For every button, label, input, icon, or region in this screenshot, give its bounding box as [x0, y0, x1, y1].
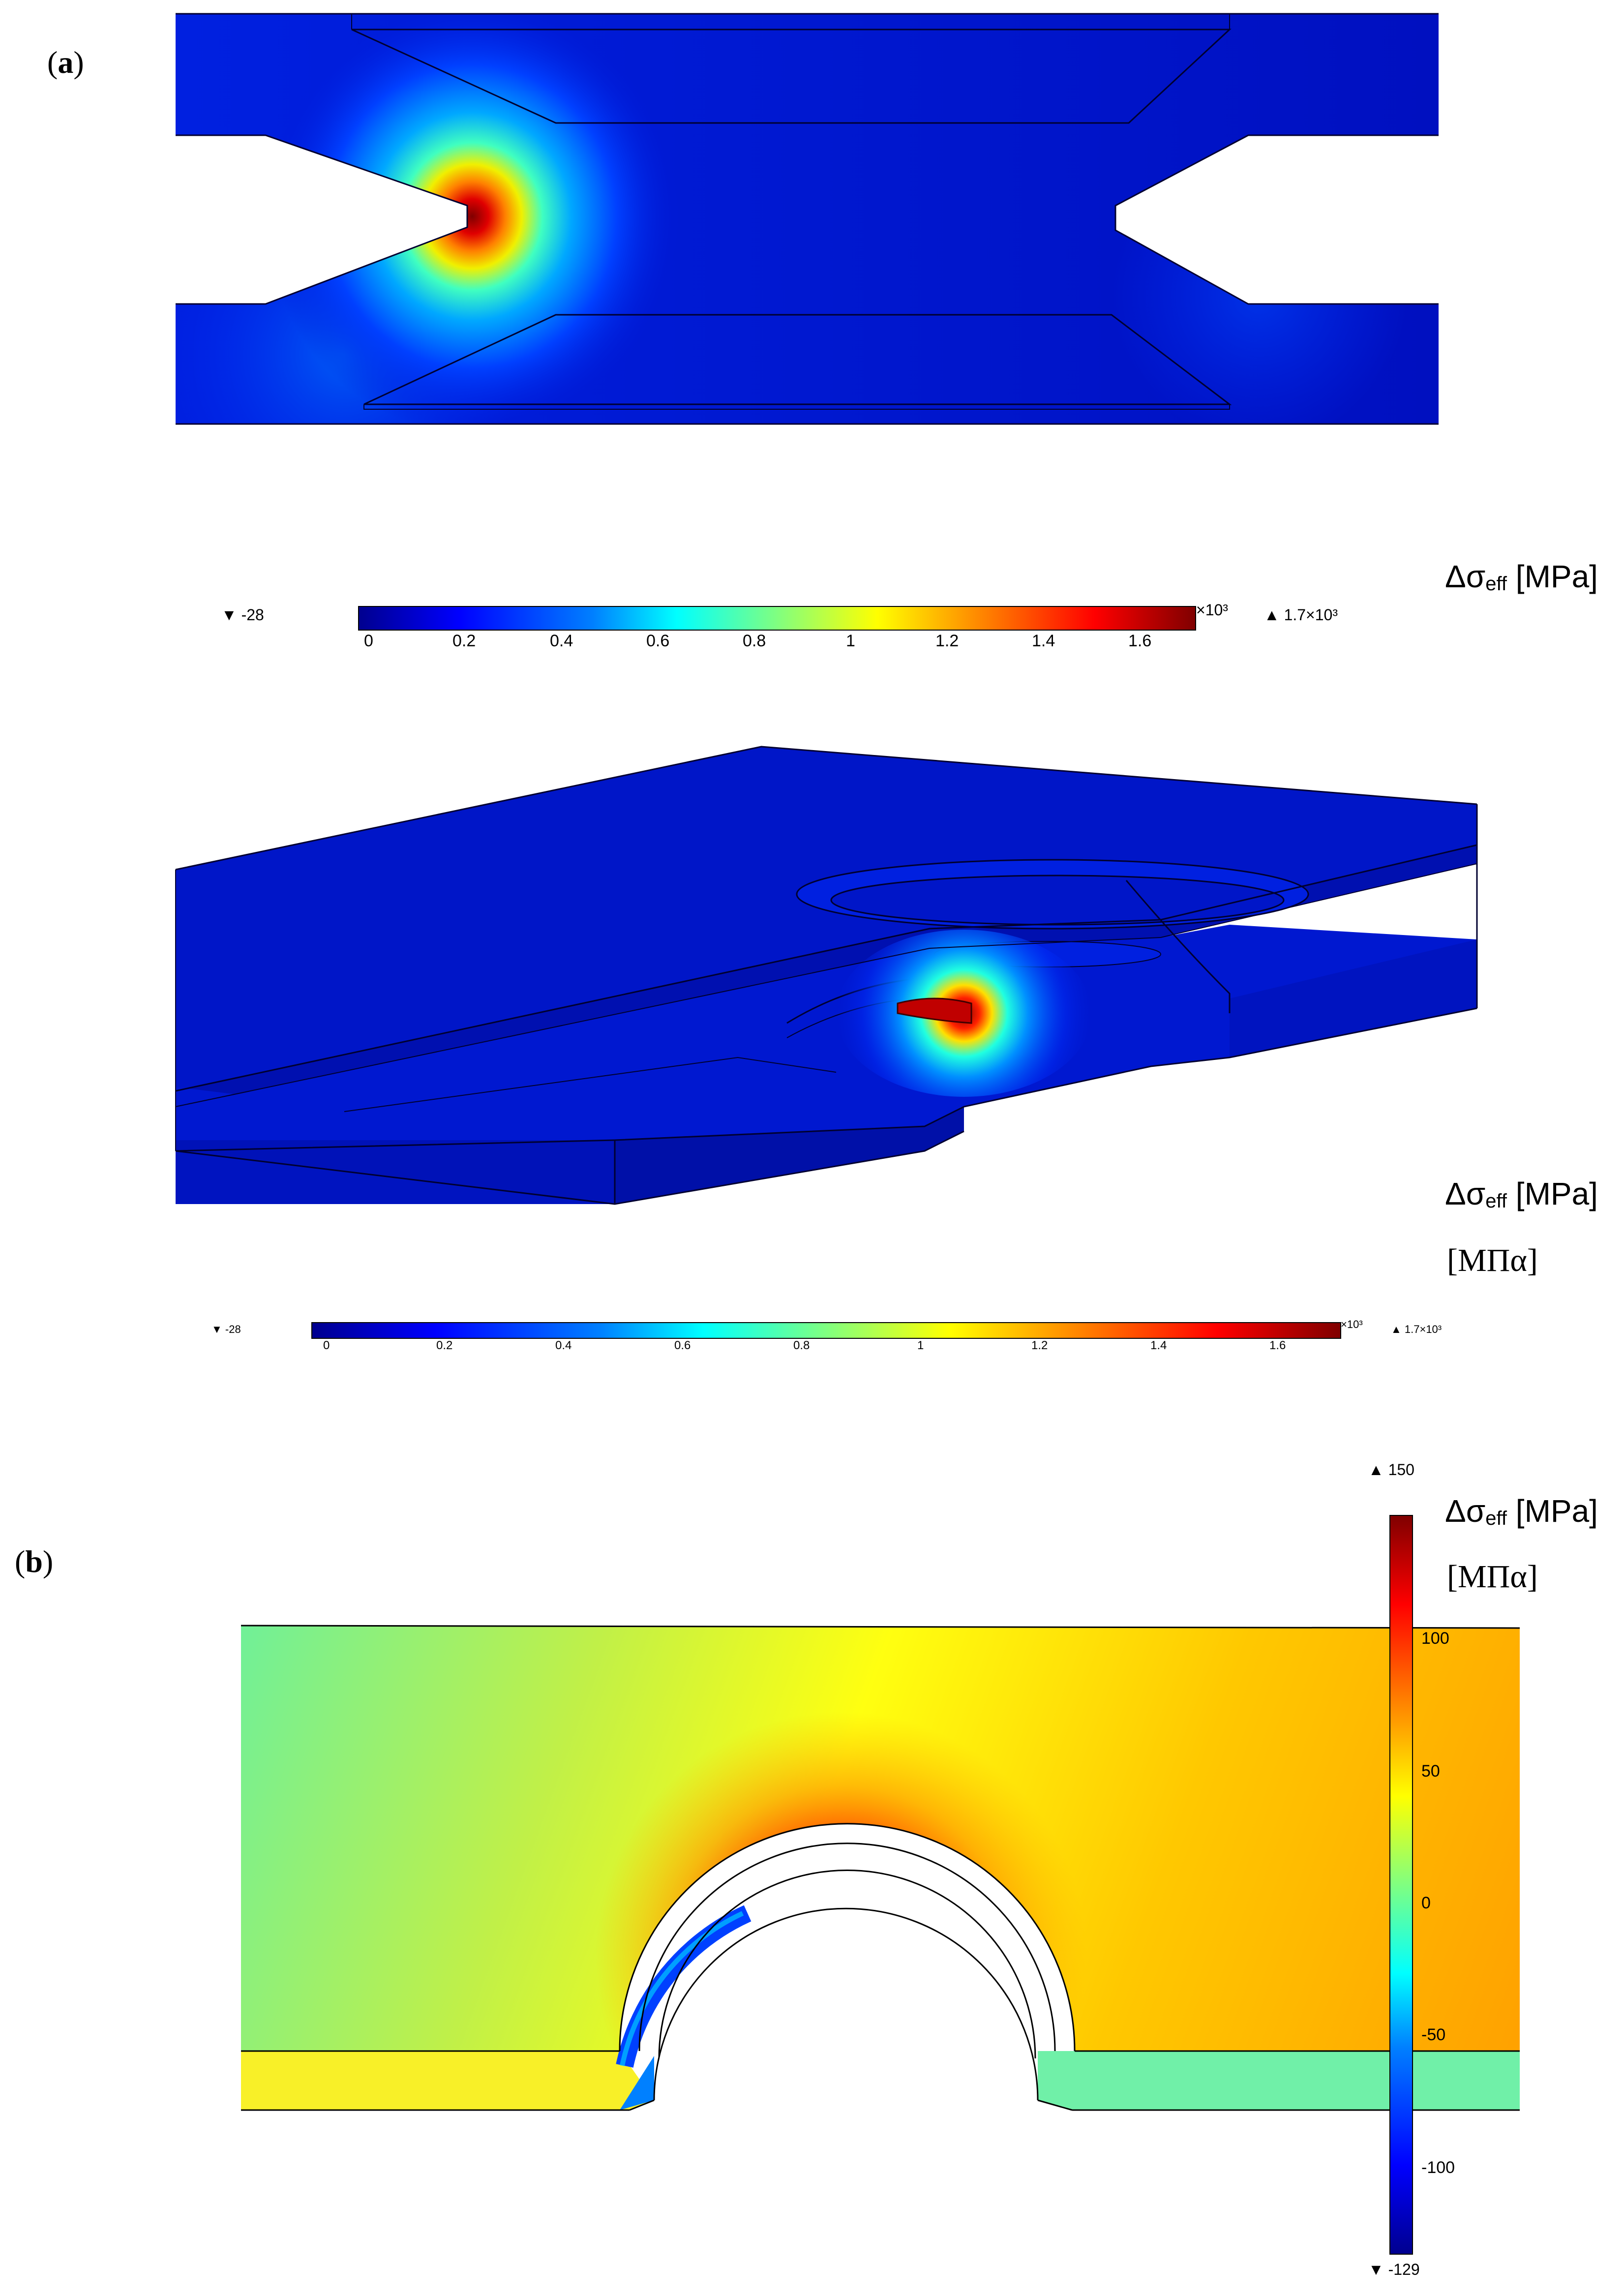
colorbar-b-bar [1389, 1515, 1413, 2255]
colorbar-middle-unit-suffix: [MPa] [1507, 1176, 1598, 1211]
colorbar-b-tick: -100 [1421, 2158, 1455, 2177]
colorbar-middle-tick: 1 [917, 1339, 924, 1352]
colorbar-middle-ticks: 0 0.2 0.4 0.6 0.8 1 1.2 1.4 1.6 [311, 1338, 1339, 1358]
colorbar-middle-max-marker: ▲ 1.7×10³ [1391, 1323, 1442, 1335]
panel-a-label: (a) [47, 44, 84, 81]
colorbar-middle-tick: 0.2 [436, 1339, 453, 1352]
colorbar-top-unit-label: Δσeff [MPa] [1445, 558, 1598, 595]
colorbar-top-tick: 1.2 [935, 632, 959, 650]
colorbar-b-tick: 100 [1421, 1629, 1449, 1648]
colorbar-b-unit-label: Δσeff [MPa] [1445, 1493, 1598, 1530]
panel-a-close-paren: ) [73, 45, 84, 80]
colorbar-b-max-marker: ▲ 150 [1368, 1461, 1414, 1479]
colorbar-middle-min-marker: ▼ -28 [211, 1323, 241, 1335]
colorbar-top-tick: 0.8 [743, 632, 766, 650]
panel-a-open-paren: ( [47, 45, 58, 80]
colorbar-top-unit-prefix: Δσ [1445, 559, 1486, 594]
colorbar-top-tick: 1.4 [1032, 632, 1055, 650]
colorbar-middle-tick: 0.8 [793, 1339, 810, 1352]
colorbar-middle-tick: 0 [323, 1339, 330, 1352]
panel-b-letter: b [25, 1544, 43, 1579]
colorbar-top-tick: 0 [364, 632, 373, 650]
colorbar-middle-greek-unit: [ΜΠα] [1447, 1242, 1538, 1278]
colorbar-b-tick: -50 [1421, 2025, 1446, 2044]
colorbar-top-tick: 1 [846, 632, 855, 650]
colorbar-middle-unit-sub: eff [1485, 1190, 1507, 1212]
colorbar-top-multiplier: ×10³ [1196, 601, 1228, 619]
colorbar-b-unit-sub: eff [1485, 1508, 1507, 1529]
colorbar-middle-tick: 1.2 [1031, 1339, 1048, 1352]
colorbar-b-tick: 50 [1421, 1762, 1440, 1781]
colorbar-b-ticks: 100 50 0 -50 -100 [1413, 1515, 1481, 2253]
colorbar-b-greek-unit: [ΜΠα] [1447, 1559, 1538, 1595]
colorbar-top-bar [358, 606, 1196, 631]
panel-b-label: (b) [15, 1543, 53, 1580]
colorbar-top-tick: 0.6 [646, 632, 670, 650]
colorbar-middle-unit-label: Δσeff [MPa] [1445, 1176, 1598, 1212]
colorbar-top-tick: 1.6 [1128, 632, 1152, 650]
colorbar-middle-tick: 0.4 [555, 1339, 572, 1352]
panel-b-open-paren: ( [15, 1544, 26, 1579]
colorbar-middle-tick: 0.6 [674, 1339, 691, 1352]
colorbar-middle-multiplier: ×10³ [1341, 1318, 1363, 1330]
colorbar-b-unit-prefix: Δσ [1445, 1493, 1486, 1529]
colorbar-top-ticks: 0 0.2 0.4 0.6 0.8 1 1.2 1.4 1.6 [358, 630, 1194, 659]
colorbar-middle-unit-prefix: Δσ [1445, 1176, 1486, 1211]
colorbar-top-max-marker: ▲ 1.7×10³ [1264, 606, 1338, 624]
colorbar-top-unit-suffix: [MPa] [1507, 559, 1598, 594]
panel-b-close-paren: ) [42, 1544, 54, 1579]
colorbar-middle-tick: 1.4 [1150, 1339, 1167, 1352]
colorbar-b-tick: 0 [1421, 1894, 1431, 1912]
colorbar-middle-bar [311, 1322, 1341, 1339]
panel-a-letter: a [58, 45, 74, 80]
colorbar-middle-tick: 1.6 [1269, 1339, 1286, 1352]
colorbar-b-min-marker: ▼ -129 [1368, 2261, 1420, 2278]
colorbar-top-min-marker: ▼ -28 [221, 606, 264, 624]
colorbar-top-unit-sub: eff [1485, 573, 1507, 595]
colorbar-top-tick: 0.4 [550, 632, 573, 650]
colorbar-b-unit-suffix: [MPa] [1507, 1493, 1598, 1529]
colorbar-top-tick: 0.2 [452, 632, 476, 650]
